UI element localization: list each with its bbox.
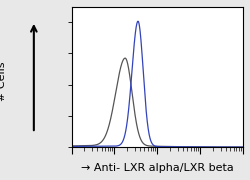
Text: # Cells: # Cells	[0, 61, 8, 101]
X-axis label: → Anti- LXR alpha/LXR beta: → Anti- LXR alpha/LXR beta	[81, 163, 234, 173]
